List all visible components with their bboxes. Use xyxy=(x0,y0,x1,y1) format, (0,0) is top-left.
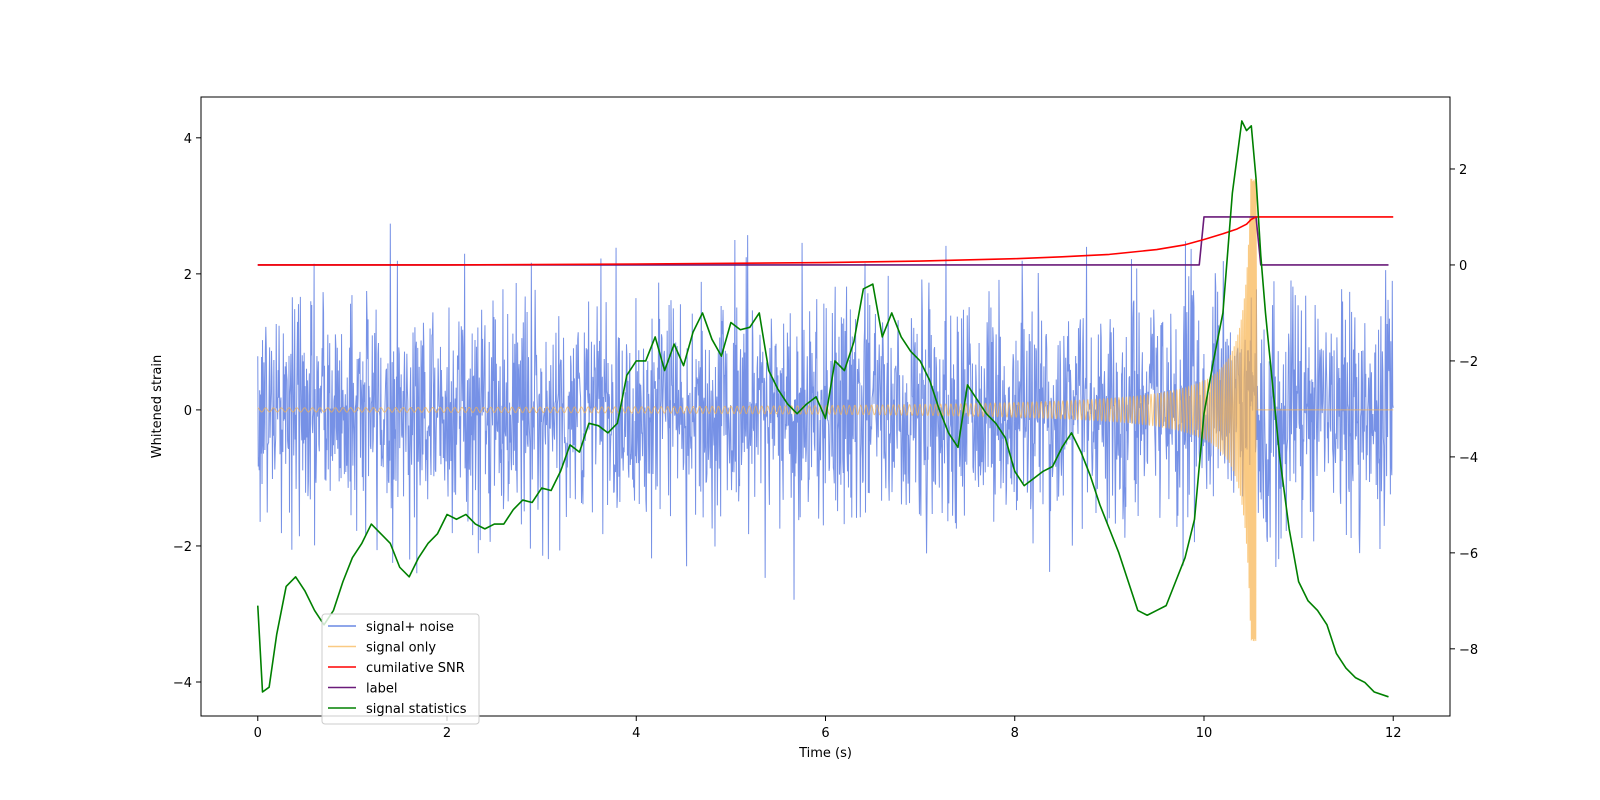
y2-tick-label: 2 xyxy=(1459,163,1467,178)
series-label xyxy=(257,216,1389,266)
y-tick-label: 0 xyxy=(184,404,192,419)
x-tick-label: 12 xyxy=(1385,726,1402,741)
x-axis-title: Time (s) xyxy=(798,746,852,761)
y-tick-label: 4 xyxy=(184,132,192,147)
legend-entry: signal+ noise xyxy=(366,620,454,635)
x-tick-label: 0 xyxy=(254,726,262,741)
y2-tick-label: −4 xyxy=(1459,451,1478,466)
y2-tick-label: −6 xyxy=(1459,547,1478,562)
legend-box xyxy=(321,613,480,725)
x-tick-label: 8 xyxy=(1011,726,1019,741)
y2-tick-label: 0 xyxy=(1459,259,1467,274)
y-tick-label: −2 xyxy=(173,540,192,555)
y-axis-right: −8 −6 −4 −2 0 2 xyxy=(1450,163,1478,658)
y-tick-label: 2 xyxy=(184,268,192,283)
y2-tick-label: −8 xyxy=(1459,643,1478,658)
legend-entry: signal only xyxy=(366,641,436,656)
y-axis-left: −4 −2 0 2 4 xyxy=(173,132,201,691)
y-axis-title: Whitened strain xyxy=(150,355,165,458)
x-tick-label: 10 xyxy=(1196,726,1213,741)
legend: signal+ noise signal only cumilative SNR la… xyxy=(321,613,480,725)
y-tick-label: −4 xyxy=(173,676,192,691)
series-signal-noise xyxy=(257,223,1394,600)
series-signal-only xyxy=(257,178,1394,642)
x-tick-label: 6 xyxy=(821,726,829,741)
series-cumulative-snr xyxy=(257,216,1394,266)
series-signal-statistics xyxy=(256,120,1389,698)
x-tick-label: 2 xyxy=(443,726,451,741)
x-tick-label: 4 xyxy=(632,726,640,741)
y2-tick-label: −2 xyxy=(1459,355,1478,370)
legend-entry: signal statistics xyxy=(366,702,467,717)
legend-entry: cumilative SNR xyxy=(366,661,465,676)
legend-entry: label xyxy=(366,682,397,697)
